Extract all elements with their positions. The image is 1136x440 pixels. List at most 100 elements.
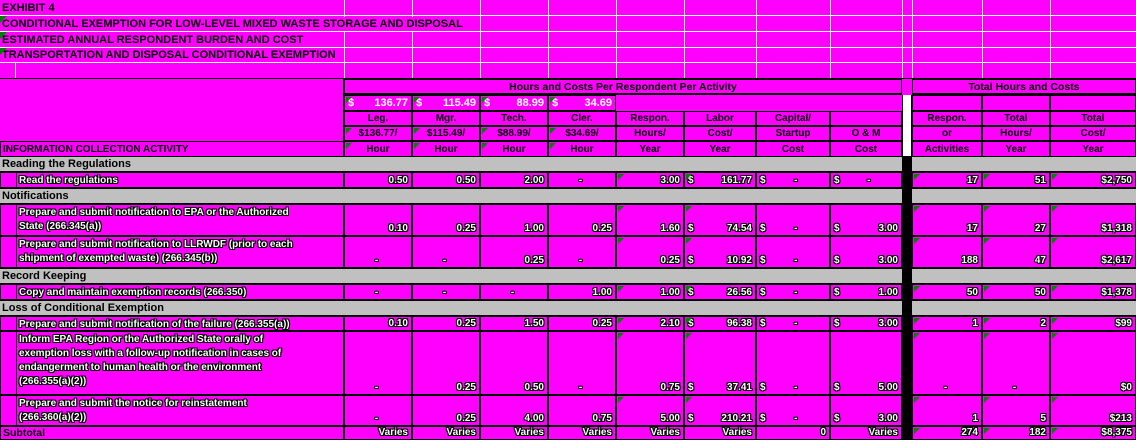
cell-1-hours[interactable]: 3.00 [616, 172, 684, 188]
cell-1-total_hours[interactable]: 51 [982, 172, 1050, 188]
cell-3-total_cost[interactable]: $1,318 [1050, 204, 1136, 236]
header-leg-line2[interactable]: $136.77/ [344, 126, 412, 141]
header-om-line2[interactable]: O & M [830, 126, 902, 141]
header-leg-line1[interactable]: Leg. [344, 111, 412, 126]
cell-11-label[interactable]: Subtotal [0, 426, 344, 440]
cell-10-label[interactable]: Prepare and submit the notice for reinst… [0, 395, 344, 426]
header-cler-line3[interactable]: Hour [548, 141, 616, 157]
cell-4-om[interactable]: $3.00 [830, 236, 902, 268]
cell-3-mgr[interactable]: 0.25 [412, 204, 480, 236]
section-row[interactable]: Loss of Conditional Exemption [0, 300, 1136, 316]
cell-3-tech[interactable]: 1.00 [480, 204, 548, 236]
info-collection-activity-header[interactable]: INFORMATION COLLECTION ACTIVITY [0, 141, 344, 157]
header-cler-line2[interactable]: $34.69/ [548, 126, 616, 141]
header-total_cost-line3[interactable]: Year [1050, 141, 1136, 157]
cell-10-mgr[interactable]: 0.25 [412, 395, 480, 426]
cell-8-tech[interactable]: 1.50 [480, 316, 548, 331]
cell-8-hours[interactable]: 2.10 [616, 316, 684, 331]
cell-4-leg[interactable]: - [344, 236, 412, 268]
cell-11-tech[interactable]: Varies [480, 426, 548, 440]
cell-6-hours[interactable]: 1.00 [616, 284, 684, 300]
cell-3-label[interactable]: Prepare and submit notification to EPA o… [0, 204, 344, 236]
cell-11-om[interactable]: Varies [830, 426, 902, 440]
cell-3-om[interactable]: $3.00 [830, 204, 902, 236]
header-activities-line1[interactable]: Respon. [912, 111, 982, 126]
cell-10-leg[interactable]: - [344, 395, 412, 426]
header-hours-line2[interactable]: Hours/ [616, 126, 684, 141]
header-tech-line1[interactable]: Tech. [480, 111, 548, 126]
cell-3-leg[interactable]: 0.10 [344, 204, 412, 236]
title-line-2[interactable]: CONDITIONAL EXEMPTION FOR LOW-LEVEL MIXE… [0, 17, 467, 31]
cell-11-capital[interactable]: 0 [756, 426, 830, 440]
exhibit-title[interactable]: EXHIBIT 4 [0, 1, 59, 15]
cell-8-leg[interactable]: 0.10 [344, 316, 412, 331]
cell-10-hours[interactable]: 5.00 [616, 395, 684, 426]
cell-6-om[interactable]: $1.00 [830, 284, 902, 300]
header-empty-total_hours[interactable] [982, 95, 1050, 111]
header-labor-line3[interactable]: Year [684, 141, 756, 157]
header-total_hours-line1[interactable]: Total [982, 111, 1050, 126]
cell-8-label[interactable]: Prepare and submit notification of the f… [0, 316, 344, 331]
cell-4-total_hours[interactable]: 47 [982, 236, 1050, 268]
header-labor-line2[interactable]: Cost/ [684, 126, 756, 141]
cell-4-cler[interactable]: - [548, 236, 616, 268]
cell-1-om[interactable]: $ - [830, 172, 902, 188]
cell-3-hours[interactable]: 1.60 [616, 204, 684, 236]
header-empty-total_cost[interactable] [1050, 95, 1136, 111]
cell-3-total_hours[interactable]: 27 [982, 204, 1050, 236]
cell-10-om[interactable]: $3.00 [830, 395, 902, 426]
rate-cell-cler[interactable]: $34.69 [548, 95, 616, 111]
header-mgr-line3[interactable]: Hour [412, 141, 480, 157]
cell-4-capital[interactable]: $ - [756, 236, 830, 268]
cell-11-total_hours[interactable]: 182 [982, 426, 1050, 440]
cell-6-leg[interactable]: - [344, 284, 412, 300]
cell-10-labor[interactable]: $210.21 [684, 395, 756, 426]
header-leg-line3[interactable]: Hour [344, 141, 412, 157]
cell-9-label[interactable]: Inform EPA Region or the Authorized Stat… [0, 331, 344, 395]
cell-8-mgr[interactable]: 0.25 [412, 316, 480, 331]
group-header-per-respondent[interactable]: Hours and Costs Per Respondent Per Activ… [344, 79, 902, 95]
cell-11-hours[interactable]: Varies [616, 426, 684, 440]
cell-3-labor[interactable]: $74.54 [684, 204, 756, 236]
cell-8-cler[interactable]: 0.25 [548, 316, 616, 331]
cell-6-tech[interactable]: - [480, 284, 548, 300]
section-row[interactable]: Notifications [0, 188, 1136, 204]
rate-cell-leg[interactable]: $136.77 [344, 95, 412, 111]
cell-1-tech[interactable]: 2.00 [480, 172, 548, 188]
cell-9-total_hours[interactable]: - [982, 331, 1050, 395]
header-om-line1[interactable] [830, 111, 902, 126]
cell-4-label[interactable]: Prepare and submit notification to LLRWD… [0, 236, 344, 268]
header-mgr-line2[interactable]: $115.49/ [412, 126, 480, 141]
title-line-4[interactable]: TRANSPORTATION AND DISPOSAL CONDITIONAL … [0, 48, 340, 62]
cell-1-label[interactable]: Read the regulations [0, 172, 344, 188]
cell-9-activities[interactable]: - [912, 331, 982, 395]
cell-6-capital[interactable]: $ - [756, 284, 830, 300]
header-total_cost-line2[interactable]: Cost/ [1050, 126, 1136, 141]
cell-6-total_hours[interactable]: 50 [982, 284, 1050, 300]
cell-11-labor[interactable]: Varies [684, 426, 756, 440]
header-activities-line2[interactable]: or [912, 126, 982, 141]
cell-9-capital[interactable]: $ - [756, 331, 830, 395]
cell-6-total_cost[interactable]: $1,378 [1050, 284, 1136, 300]
cell-1-capital[interactable]: $ - [756, 172, 830, 188]
header-cler-line1[interactable]: Cler. [548, 111, 616, 126]
cell-3-activities[interactable]: 17 [912, 204, 982, 236]
cell-11-mgr[interactable]: Varies [412, 426, 480, 440]
cell-11-total_cost[interactable]: $8,375 [1050, 426, 1136, 440]
header-total_cost-line1[interactable]: Total [1050, 111, 1136, 126]
cell-6-labor[interactable]: $26.56 [684, 284, 756, 300]
group-header-totals[interactable]: Total Hours and Costs [912, 79, 1136, 95]
header-tech-line2[interactable]: $88.99/ [480, 126, 548, 141]
cell-8-om[interactable]: $3.00 [830, 316, 902, 331]
cell-8-total_hours[interactable]: 2 [982, 316, 1050, 331]
cell-1-total_cost[interactable]: $2,750 [1050, 172, 1136, 188]
cell-11-leg[interactable]: Varies [344, 426, 412, 440]
cell-10-activities[interactable]: 1 [912, 395, 982, 426]
header-om-line3[interactable]: Cost [830, 141, 902, 157]
cell-9-leg[interactable]: - [344, 331, 412, 395]
cell-4-mgr[interactable]: - [412, 236, 480, 268]
cell-4-hours[interactable]: 0.25 [616, 236, 684, 268]
cell-9-cler[interactable]: - [548, 331, 616, 395]
cell-10-cler[interactable]: 0.75 [548, 395, 616, 426]
cell-4-activities[interactable]: 188 [912, 236, 982, 268]
